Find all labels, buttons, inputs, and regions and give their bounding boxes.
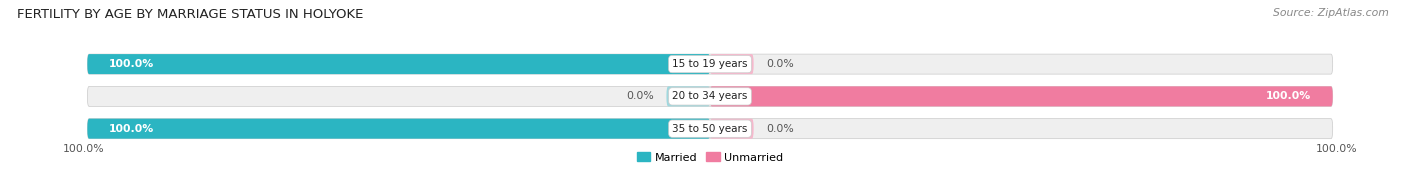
FancyBboxPatch shape xyxy=(666,86,710,106)
Text: FERTILITY BY AGE BY MARRIAGE STATUS IN HOLYOKE: FERTILITY BY AGE BY MARRIAGE STATUS IN H… xyxy=(17,8,363,21)
FancyBboxPatch shape xyxy=(710,54,1333,74)
FancyBboxPatch shape xyxy=(710,54,754,74)
FancyBboxPatch shape xyxy=(87,54,1333,74)
FancyBboxPatch shape xyxy=(87,86,710,106)
FancyBboxPatch shape xyxy=(710,86,1333,106)
FancyBboxPatch shape xyxy=(710,119,754,139)
Text: 0.0%: 0.0% xyxy=(766,124,794,134)
FancyBboxPatch shape xyxy=(710,119,1333,139)
FancyBboxPatch shape xyxy=(87,119,1333,139)
Text: 100.0%: 100.0% xyxy=(1316,144,1358,154)
Text: 0.0%: 0.0% xyxy=(766,59,794,69)
Text: 0.0%: 0.0% xyxy=(626,91,654,101)
Text: 35 to 50 years: 35 to 50 years xyxy=(672,124,748,134)
FancyBboxPatch shape xyxy=(710,86,1333,106)
FancyBboxPatch shape xyxy=(87,54,710,74)
Text: 100.0%: 100.0% xyxy=(62,144,104,154)
Text: 15 to 19 years: 15 to 19 years xyxy=(672,59,748,69)
Text: Source: ZipAtlas.com: Source: ZipAtlas.com xyxy=(1274,8,1389,18)
FancyBboxPatch shape xyxy=(87,86,1333,106)
Text: 100.0%: 100.0% xyxy=(1265,91,1310,101)
FancyBboxPatch shape xyxy=(87,119,710,139)
FancyBboxPatch shape xyxy=(87,119,710,139)
FancyBboxPatch shape xyxy=(87,54,710,74)
Text: 100.0%: 100.0% xyxy=(110,124,155,134)
Text: 20 to 34 years: 20 to 34 years xyxy=(672,91,748,101)
Text: 100.0%: 100.0% xyxy=(110,59,155,69)
Legend: Married, Unmarried: Married, Unmarried xyxy=(633,148,787,167)
